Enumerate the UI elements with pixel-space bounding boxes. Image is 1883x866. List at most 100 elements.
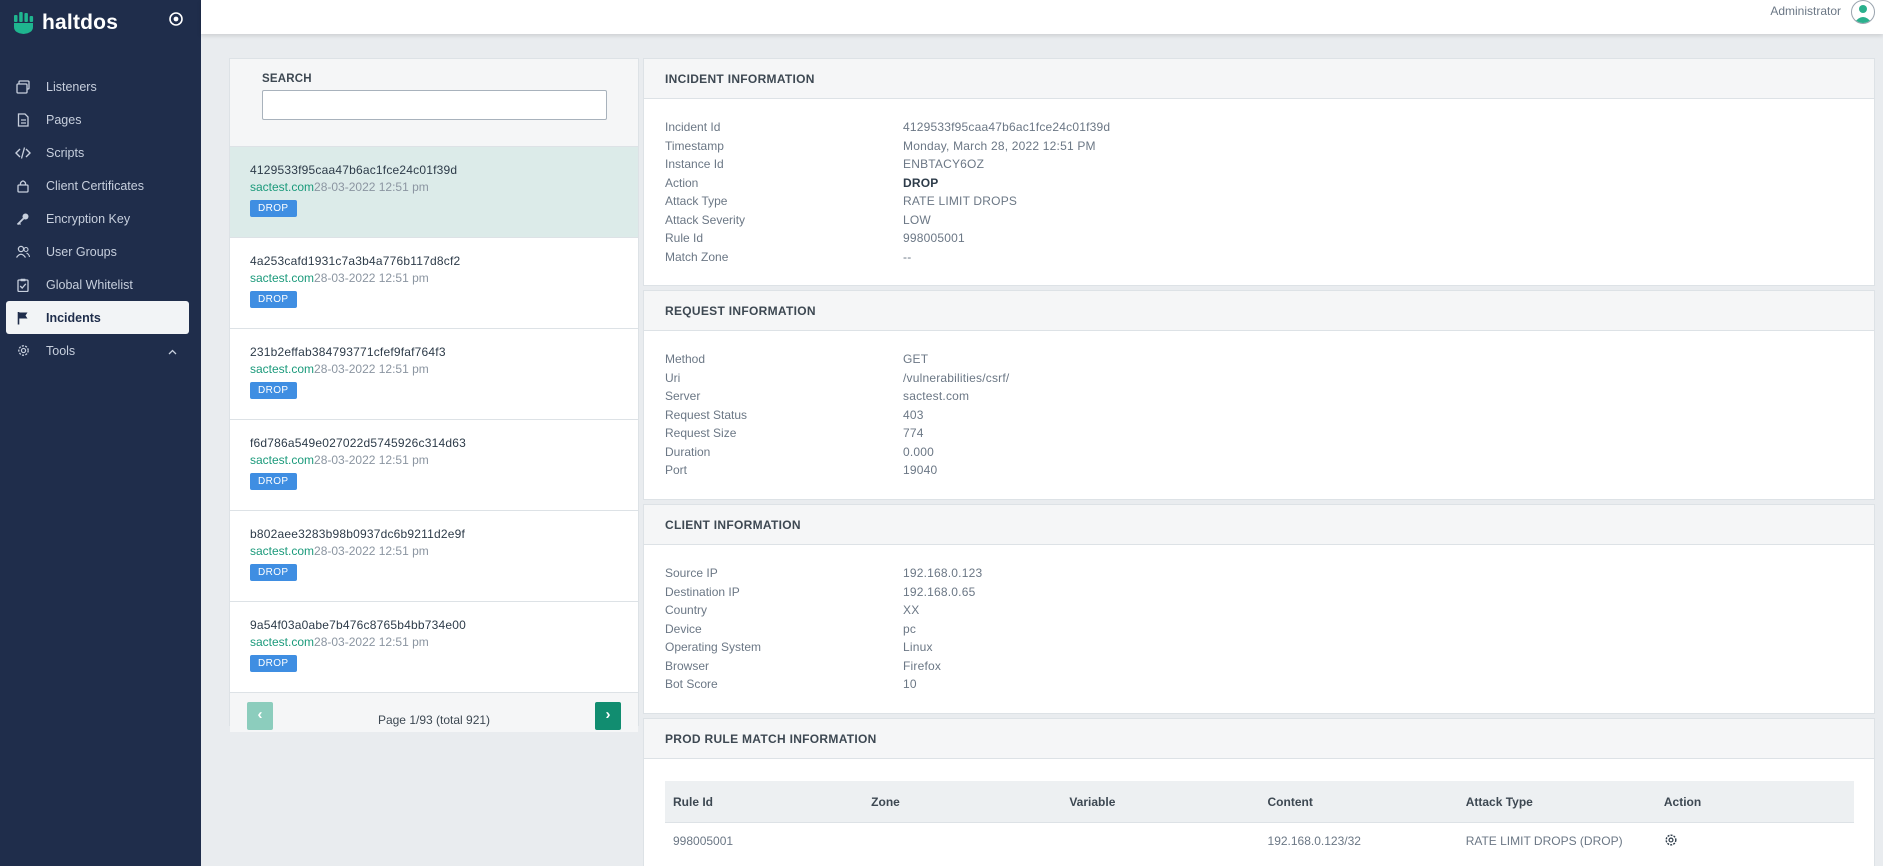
- field-label: Operating System: [665, 640, 762, 654]
- incident-id: 4129533f95caa47b6ac1fce24c01f39d: [250, 163, 458, 177]
- user-name[interactable]: Administrator: [1770, 4, 1841, 18]
- column-header: Variable: [1069, 794, 1116, 809]
- field-value: 403: [903, 407, 924, 422]
- incident-host: sactest.com: [250, 544, 315, 558]
- rule-match-card: PROD RULE MATCH INFORMATION Rule Id Zone…: [643, 718, 1875, 866]
- column-header: Rule Id: [673, 794, 714, 809]
- column-header: Zone: [871, 794, 900, 809]
- incident-time: 28-03-2022 12:51 pm: [314, 453, 429, 467]
- sidebar-item-scripts[interactable]: Scripts: [6, 136, 189, 169]
- clipboard-check-icon: [15, 277, 31, 293]
- field-value: XX: [903, 603, 920, 617]
- list-item[interactable]: b802aee3283b98b0937dc6b9211d2e9f sactest…: [230, 510, 638, 601]
- incident-list: 4129533f95caa47b6ac1fce24c01f39d sactest…: [230, 146, 638, 692]
- code-icon: [15, 145, 31, 161]
- field-label: Instance Id: [665, 157, 724, 171]
- incident-info-card: INCIDENT INFORMATION Incident Id 4129533f…: [643, 58, 1875, 286]
- column-header: Attack Type: [1465, 794, 1533, 809]
- flag-icon: [15, 310, 31, 326]
- table-row: 998005001 192.168.0.123/32 RATE LIMIT DR…: [665, 823, 1854, 859]
- field-value: 19040: [903, 463, 938, 477]
- field-value: pc: [903, 621, 917, 636]
- table-header: Rule Id Zone Variable Content Attack Typ…: [665, 781, 1854, 823]
- sidebar-item-label: Encryption Key: [46, 211, 131, 226]
- request-info-card: REQUEST INFORMATION Method GET Uri/vulner…: [643, 290, 1875, 500]
- cell-rule-id: 998005001: [673, 834, 734, 848]
- field-label: Country: [665, 603, 708, 617]
- prev-page-button[interactable]: ‹: [247, 702, 273, 730]
- list-item[interactable]: 4a253cafd1931c7a3b4a776b117d8cf2 sactest…: [230, 237, 638, 328]
- page-indicator: Page 1/93 (total 921): [377, 713, 491, 727]
- sidebar-item-listeners[interactable]: Listeners: [6, 70, 189, 103]
- list-item[interactable]: 231b2effab384793771cfef9faf764f3 sactest…: [230, 328, 638, 419]
- column-header: Action: [1663, 794, 1702, 809]
- gear-icon[interactable]: [1664, 833, 1678, 850]
- list-item[interactable]: 9a54f03a0abe7b476c8765b4bb734e00 sactest…: [230, 601, 638, 692]
- client-info-fields: Source IP 192.168.0.123 Destination IP 192…: [665, 566, 982, 696]
- field-label: Bot Score: [665, 677, 718, 691]
- sidebar-item-label: Tools: [46, 343, 76, 358]
- incident-list-panel: SEARCH 4129533f95caa47b6ac1fce24c01f39d …: [229, 58, 639, 732]
- field-label: Destination IP: [665, 584, 740, 599]
- document-icon: [15, 112, 31, 128]
- avatar[interactable]: [1851, 0, 1875, 24]
- field-label: Device: [665, 621, 702, 636]
- field-label: Incident Id: [665, 120, 721, 134]
- sidebar-item-label: Client Certificates: [46, 178, 144, 193]
- sidebar-item-tools[interactable]: Tools: [6, 334, 189, 367]
- window-stack-icon: [15, 79, 31, 95]
- sidebar-item-incidents[interactable]: Incidents: [6, 301, 189, 334]
- sidebar-item-client-certificates[interactable]: Client Certificates: [6, 169, 189, 202]
- incident-host: sactest.com: [250, 635, 315, 649]
- field-label: Timestamp: [665, 138, 724, 153]
- sidebar-item-encryption-key[interactable]: Encryption Key: [6, 202, 189, 235]
- incident-host: sactest.com: [250, 362, 315, 376]
- request-info-fields: Method GET Uri/vulnerabilities/csrf/ Serv…: [665, 352, 1009, 482]
- incident-id: 4a253cafd1931c7a3b4a776b117d8cf2: [250, 254, 461, 268]
- search-input[interactable]: [262, 90, 607, 120]
- sidebar-item-user-groups[interactable]: User Groups: [6, 235, 189, 268]
- gear-icon: [15, 343, 31, 359]
- field-value: 10: [903, 677, 917, 691]
- field-label: Browser: [665, 658, 710, 673]
- next-page-button[interactable]: ›: [595, 702, 621, 730]
- incident-time: 28-03-2022 12:51 pm: [314, 180, 429, 194]
- sidebar: haltdos Listeners Pages Scripts: [0, 0, 201, 866]
- incident-time: 28-03-2022 12:51 pm: [314, 362, 429, 376]
- incident-host: sactest.com: [250, 453, 315, 467]
- field-label: Method: [665, 352, 706, 366]
- list-item[interactable]: 4129533f95caa47b6ac1fce24c01f39d sactest…: [230, 146, 638, 237]
- list-item[interactable]: f6d786a549e027022d5745926c314d63 sactest…: [230, 419, 638, 510]
- incident-info-fields: Incident Id 4129533f95caa47b6ac1fce24c01f…: [665, 120, 1110, 268]
- key-icon: [15, 211, 31, 227]
- settings-icon[interactable]: [168, 11, 184, 27]
- sidebar-item-pages[interactable]: Pages: [6, 103, 189, 136]
- incident-host: sactest.com: [250, 271, 315, 285]
- field-label: Request Size: [665, 426, 737, 440]
- lock-icon: [15, 178, 31, 194]
- field-label: Server: [665, 389, 701, 403]
- card-title: PROD RULE MATCH INFORMATION: [644, 719, 1874, 759]
- brand[interactable]: haltdos: [12, 8, 118, 38]
- sidebar-item-global-whitelist[interactable]: Global Whitelist: [6, 268, 189, 301]
- field-label: Rule Id: [665, 231, 704, 245]
- field-value: /vulnerabilities/csrf/: [903, 370, 1010, 385]
- chevron-up-icon[interactable]: [168, 344, 177, 358]
- field-label: Attack Severity: [665, 212, 746, 227]
- field-value: 774: [903, 426, 924, 440]
- field-value: Firefox: [903, 658, 942, 673]
- field-value: sactest.com: [903, 389, 970, 403]
- topbar: Administrator: [201, 0, 1883, 34]
- field-label: Source IP: [665, 566, 718, 580]
- incident-id: 9a54f03a0abe7b476c8765b4bb734e00: [250, 618, 466, 632]
- status-badge: DROP: [250, 200, 297, 217]
- card-title: CLIENT INFORMATION: [644, 505, 1874, 545]
- users-icon: [15, 244, 31, 260]
- cell-content: 192.168.0.123/32: [1267, 834, 1361, 848]
- sidebar-item-label: Scripts: [46, 145, 85, 160]
- client-info-card: CLIENT INFORMATION Source IP 192.168.0.12…: [643, 504, 1875, 714]
- incident-id: 231b2effab384793771cfef9faf764f3: [250, 345, 446, 359]
- column-header: Content: [1267, 794, 1313, 809]
- status-badge: DROP: [250, 564, 297, 581]
- field-value: --: [903, 249, 912, 264]
